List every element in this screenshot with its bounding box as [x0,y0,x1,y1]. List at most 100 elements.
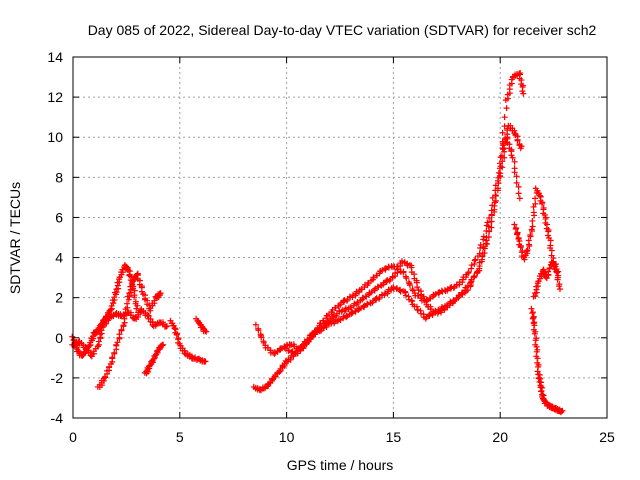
data-point [106,363,113,370]
data-point [527,231,534,238]
y-tick-label: 0 [55,330,63,346]
data-point [202,358,209,365]
data-point [538,388,545,395]
data-point [554,276,561,283]
data-point [546,265,553,272]
data-point [252,321,259,328]
data-point [492,192,499,199]
data-point [98,327,105,334]
data-point [553,268,560,275]
x-tick-label: 15 [386,429,402,445]
series-arc-k [528,305,566,416]
data-point [558,407,565,414]
data-point [523,248,530,255]
data-point [121,315,128,322]
data-point [525,237,532,244]
data-point [530,209,537,216]
data-point [501,154,508,161]
data-point [501,145,508,152]
data-point [400,269,407,276]
data-point [532,195,539,202]
data-point [530,203,537,210]
y-tick-label: 14 [47,49,63,65]
data-point [255,327,262,334]
data-point [511,158,518,165]
data-point [514,231,521,238]
series-arc-i [282,134,523,357]
data-point [258,334,265,341]
y-tick-label: -2 [51,370,64,386]
data-point [533,343,540,350]
y-tick-label: 4 [55,250,63,266]
data-point [489,194,496,201]
data-point [111,349,118,356]
data-point [516,195,523,202]
data-point [109,354,116,361]
data-point [116,331,123,338]
data-point [488,218,495,225]
data-point [124,300,131,307]
data-point [102,373,109,380]
data-point [532,200,539,207]
series-arc-c [94,270,164,391]
data-point [528,226,535,233]
data-point [491,199,498,206]
x-tick-label: 5 [176,429,184,445]
data-point [163,322,170,329]
data-point [483,234,490,241]
data-point [476,265,483,272]
data-point [489,202,496,209]
data-point [544,268,551,275]
data-point [499,129,506,136]
data-point [529,315,536,322]
data-point [160,341,167,348]
data-point [557,286,564,293]
data-point [520,90,527,97]
data-point [144,311,151,318]
data-point [173,331,180,338]
data-point [480,233,487,240]
data-point [464,287,471,294]
data-point [163,323,170,330]
data-point [488,211,495,218]
data-point [468,278,475,285]
data-point [548,247,555,254]
data-point [486,214,493,221]
plot-frame [72,56,608,419]
data-point [114,339,121,346]
data-point [171,325,178,332]
data-point [515,190,522,197]
data-point [524,247,531,254]
data-point [269,376,276,383]
data-point [509,154,516,161]
data-point [536,192,543,199]
series-arc-e [167,317,209,365]
data-point [529,310,536,317]
data-points [69,70,566,416]
data-point [501,114,508,121]
data-point [513,179,520,186]
x-axis-label: GPS time / hours [287,457,394,473]
chart-title: Day 085 of 2022, Sidereal Day-to-day VTE… [88,22,597,38]
series-arc-l [530,258,564,300]
data-point [501,123,508,130]
data-point [131,314,138,321]
data-point [118,326,125,333]
data-point [503,105,510,112]
data-point [514,137,521,144]
data-point [547,237,554,244]
data-point [134,302,141,309]
data-point [534,368,541,375]
data-point [107,306,114,313]
x-tick-label: 0 [69,429,77,445]
data-point [512,225,519,232]
data-point [499,164,506,171]
data-point [491,206,498,213]
data-point [543,275,550,282]
y-tick-label: 8 [55,169,63,185]
data-point [479,250,486,257]
data-point [480,244,487,251]
data-point [556,283,563,290]
